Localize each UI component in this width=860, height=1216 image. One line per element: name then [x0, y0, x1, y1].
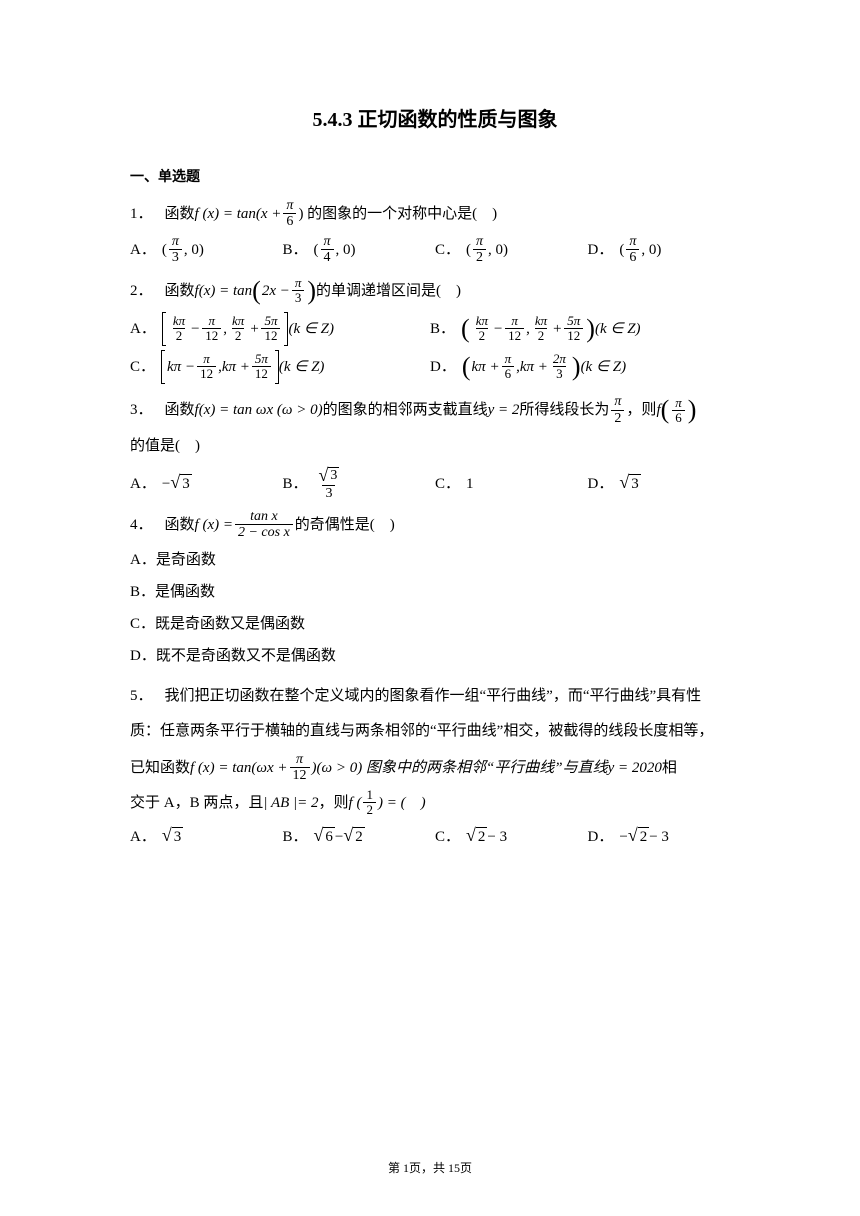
question-4: 4． 函数 f (x) = tan x2 − cos x 的奇偶性是( ) [130, 509, 740, 541]
q5-choice-b: B． √6 − √2 [283, 822, 436, 852]
q3-choice-b: B． √33 [283, 467, 436, 501]
q2-choice-a: A． kπ2 − π12 , kπ2 + 5π12 (k ∈ Z) [130, 312, 430, 346]
q1-fx: f (x) = tan(x + [195, 199, 282, 229]
q2-choice-d: D． ( kπ + π6 , kπ + 2π3 ) (k ∈ Z) [430, 350, 730, 384]
q2-choice-b: B． ( kπ2 − π12 , kπ2 + 5π12 ) (k ∈ Z) [430, 312, 730, 346]
question-5-line1: 5．我们把正切函数在整个定义域内的图象看作一组“平行曲线”，而“平行曲线”具有性 [130, 681, 740, 713]
q4-choice-d: D．既不是奇函数又不是偶函数 [130, 641, 740, 671]
q5-choice-d: D． − √2 − 3 [588, 822, 741, 852]
page-title: 5.4.3 正切函数的性质与图象 [130, 100, 740, 140]
q1-choice-c: C． ( π2 , 0) [435, 234, 588, 266]
section-header: 一、单选题 [130, 164, 740, 192]
q1-choice-a: A． ( π3 , 0) [130, 234, 283, 266]
page-footer: 第 1页，共 15页 [0, 1159, 860, 1176]
q4-choices: A．是奇函数 B．是偶函数 C．既是奇函数又是偶函数 D．既不是奇函数又不是偶函… [130, 545, 740, 671]
q2-num: 2． [130, 276, 153, 306]
question-5-line4: 交于 A，B 两点，且 | AB |= 2 ，则 f ( 12 ) = ( ) [130, 788, 740, 818]
q1-choice-d: D． ( π6 , 0) [588, 234, 741, 266]
q5-choices: A． √3 B． √6 − √2 C． √2 − 3 D． − √2 − 3 [130, 822, 740, 852]
q1-frac: π 6 [283, 198, 296, 230]
q1-choices: A． ( π3 , 0) B． ( π4 , 0) C． ( π2 , 0) D… [130, 234, 740, 266]
q5-choice-c: C． √2 − 3 [435, 822, 588, 852]
q3-choice-d: D． √3 [588, 467, 741, 501]
q1-stem-post: ) 的图象的一个对称中心是( ) [298, 199, 497, 229]
q2-choice-c: C． kπ − π12 , kπ + 5π12 (k ∈ Z) [130, 350, 430, 384]
q1-stem-pre: 函数 [165, 199, 195, 229]
q3-choice-c: C． 1 [435, 467, 588, 501]
q1-num: 1． [130, 199, 153, 229]
q4-choice-b: B．是偶函数 [130, 577, 740, 607]
question-1: 1． 函数 f (x) = tan(x + π 6 ) 的图象的一个对称中心是(… [130, 198, 740, 230]
q4-choice-c: C．既是奇函数又是偶函数 [130, 609, 740, 639]
q2-choices: A． kπ2 − π12 , kπ2 + 5π12 (k ∈ Z) B． ( k… [130, 312, 740, 384]
q3-choices: A． − √3 B． √33 C． 1 D． √3 [130, 467, 740, 501]
q5-choice-a: A． √3 [130, 822, 283, 852]
q3-line2: 的值是( ) [130, 431, 740, 463]
question-5-line3: 已知函数 f (x) = tan(ωx + π12 )(ω > 0) 图象中的两… [130, 752, 740, 784]
question-2: 2． 函数 f(x) = tan ( 2x − π3 ) 的单调递增区间是( ) [130, 274, 740, 308]
q1-choice-b: B． ( π4 , 0) [283, 234, 436, 266]
q4-choice-a: A．是奇函数 [130, 545, 740, 575]
q3-choice-a: A． − √3 [130, 467, 283, 501]
page-content: 5.4.3 正切函数的性质与图象 一、单选题 1． 函数 f (x) = tan… [0, 0, 860, 920]
question-3: 3． 函数 f(x) = tan ωx (ω > 0) 的图象的相邻两支截直线 … [130, 394, 740, 428]
q2-paren: ( 2x − π3 ) [252, 274, 316, 308]
question-5-line2: 质：任意两条平行于横轴的直线与两条相邻的“平行曲线”相交，被截得的线段长度相等， [130, 716, 740, 748]
